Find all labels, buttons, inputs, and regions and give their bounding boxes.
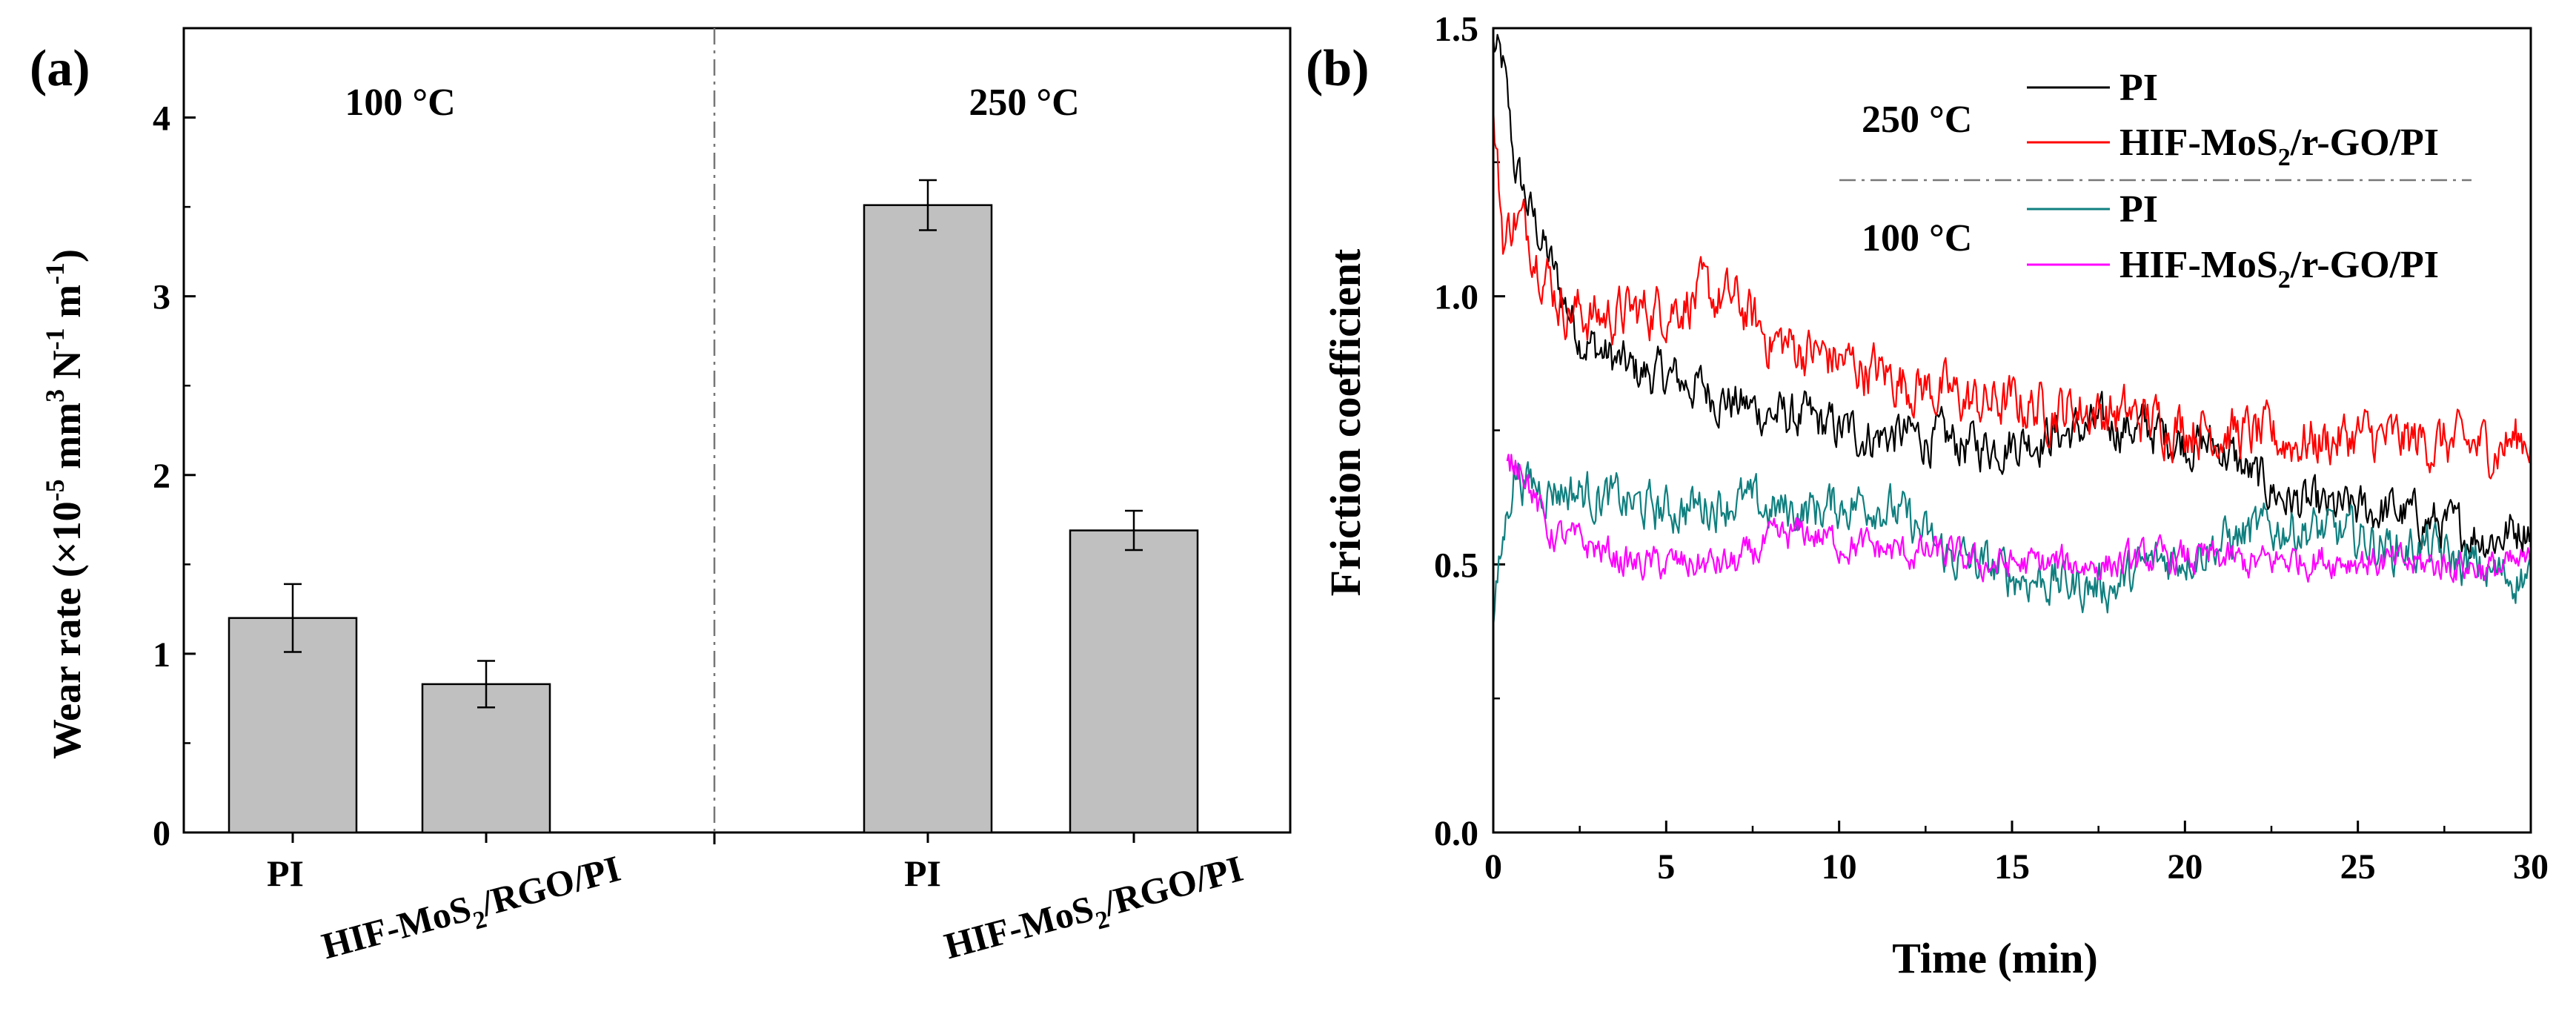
series-line [1492,33,2532,560]
x-tick-label: 0 [1484,847,1502,887]
y-axis-ticks: 0 1 2 3 4 [153,99,196,853]
x-tick-label: 5 [1657,847,1675,887]
series-line [1492,107,2532,480]
bar [863,204,993,834]
plot-frame [182,27,1292,834]
series-lines [1492,33,2532,626]
y-tick-label: 0 [153,814,170,853]
legend-entry-hif-250c: HIF-MoS2/r-GO/PI [2119,122,2439,171]
x-axis-ticks [291,832,1135,844]
legend-group-250c: 250 °C [1862,99,1972,141]
y-tick-label: 4 [153,99,170,139]
y-tick-label: 1 [153,635,170,675]
x-tick-label: 10 [1822,847,1857,887]
legend-group-100c: 100 °C [1862,217,1972,259]
error-bar [1125,509,1143,552]
y-axis-title: Wear rate (×10-5 mm3 N-1 m-1) [40,249,89,759]
tick-label-hif-100c: HIF-MoS2/RGO/PI [317,847,626,975]
bar [1069,529,1199,834]
x-tick-label: 25 [2340,847,2376,887]
error-bar [284,583,302,653]
error-bar [919,179,937,231]
panel-b-friction-chart: (b) Friction coefficient Time (min) 0 5 10… [1306,10,2549,982]
axis-ticks: 0 5 10 15 20 25 30 0.0 0.5 1.0 1.5 [1434,10,2549,887]
group-label-100c: 100 °C [345,82,455,124]
group-label-250c: 250 °C [969,82,1079,124]
tick-label-hif-250c: HIF-MoS2/RGO/PI [940,847,1249,975]
plot-frame [1492,27,2532,834]
legend-entry-hif-100c: HIF-MoS2/r-GO/PI [2119,244,2439,294]
x-axis-title: Time (min) [1892,934,2098,982]
legend-entry-pi-100c: PI [2119,188,2158,231]
y-tick-label: 0.5 [1434,546,1478,585]
y-tick-label: 1.0 [1434,278,1478,317]
legend-entry-pi-250c: PI [2119,67,2158,109]
x-tick-label: 15 [1994,847,2030,887]
series-line [1506,454,2532,583]
y-tick-label: 3 [153,278,170,317]
series-line [1492,461,2532,626]
y-axis-title: Friction coefficient [1321,248,1370,596]
y-tick-label: 0.0 [1434,814,1478,853]
bar [228,617,358,834]
x-tick-label: 20 [2167,847,2202,887]
panel-a-wear-rate-chart: (a) Wear rate (×10-5 mm3 N-1 m-1) 100 °C… [30,27,1292,975]
x-tick-label: 30 [2513,847,2549,887]
error-bar [477,660,495,709]
panel-b-label: (b) [1306,40,1370,97]
legend: 250 °C PI HIF-MoS2/r-GO/PI 100 °C PI HIF… [1839,67,2472,294]
panel-a-label: (a) [30,40,90,97]
tick-label-pi-250c: PI [904,853,941,894]
y-tick-label: 2 [153,457,170,496]
tick-label-pi-100c: PI [267,853,304,894]
bars [228,179,1199,834]
y-tick-label: 1.5 [1434,10,1478,49]
